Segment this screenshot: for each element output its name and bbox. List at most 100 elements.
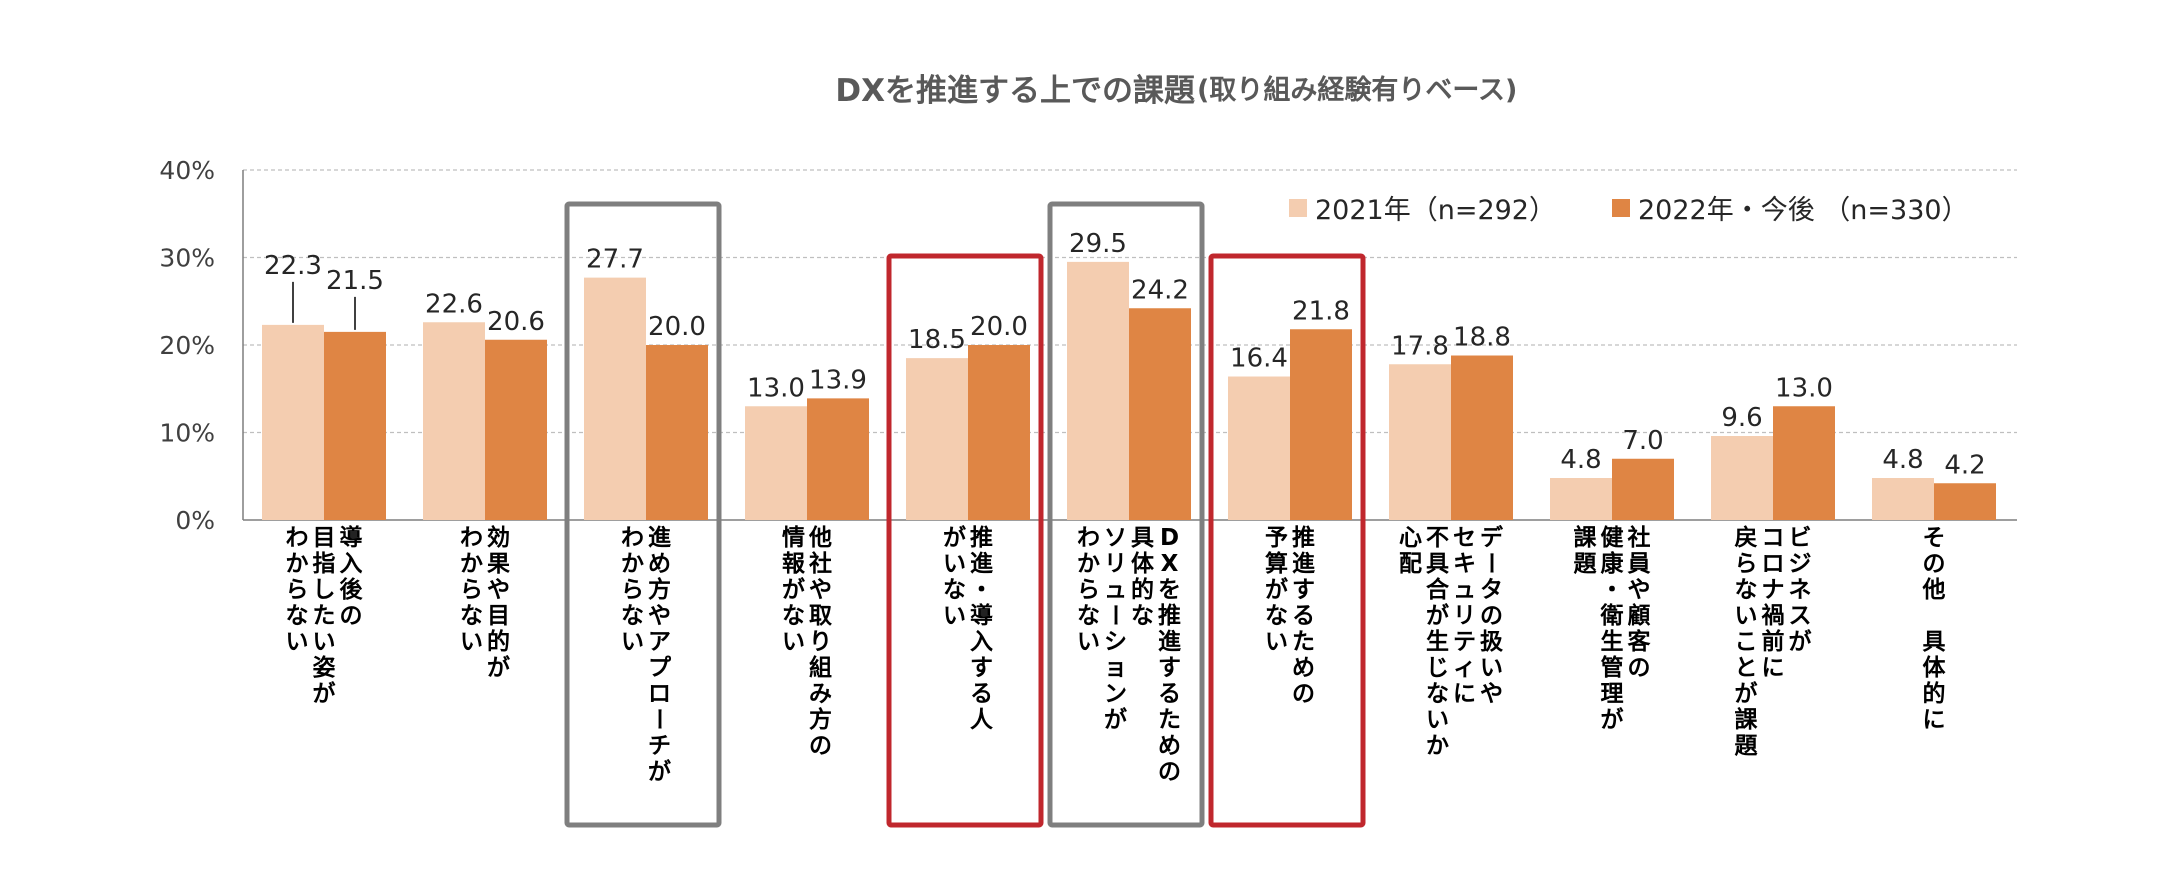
highlight-box [564,201,722,828]
category-char: 衛 [1600,602,1624,629]
bars [262,261,1996,520]
bar [1129,308,1191,520]
category-char: な [621,603,644,629]
category-char: い [621,629,644,655]
chart-title: DXを推進する上での課題 [835,73,1195,109]
category-char: D [1160,525,1179,551]
category-char: 社 [1628,524,1651,551]
category-char: 目 [313,525,336,551]
chart-subtitle: (取り組み経験有りベース) [1197,74,1517,106]
category-char: 体 [1131,551,1155,577]
category-char: す [1158,655,1181,681]
category-char: シ [1104,629,1127,655]
category-char: デ [1480,524,1504,551]
category-char: に [1453,681,1476,707]
category-char: る [970,681,993,707]
category-char: こ [1735,629,1758,655]
category-char: 入 [970,629,993,655]
category-char: か [1426,733,1449,759]
category-char: が [648,758,671,785]
category-char: 進 [1158,629,1181,655]
category-char: な [460,603,483,629]
bar [1934,483,1996,520]
category-char: い [1265,629,1288,655]
category-char: 管 [1601,654,1624,681]
category-char: 的 [1923,680,1946,707]
category-char: み [809,681,832,707]
category-char: 後 [340,576,364,603]
category-char: り [809,629,832,655]
category-char: ュ [1104,577,1127,603]
category-char: か [621,551,644,577]
category-char: い [460,629,483,655]
category-char: が [1735,680,1758,707]
category-char: ー [1478,552,1504,575]
category-char: 取 [809,603,832,629]
category-char: が [782,576,805,603]
category-char: が [1104,706,1127,733]
category-char: い [1077,629,1100,655]
category-char: の [1292,681,1315,707]
category-char: が [1789,628,1812,655]
category-char: ソ [1104,525,1127,551]
bar [807,398,869,520]
category-char: 具 [1131,525,1154,551]
data-label: 7.0 [1622,426,1663,456]
category-char: な [1265,603,1288,629]
category-char: の [1480,603,1503,629]
category-char: 方 [809,706,832,733]
category-char: い [1735,603,1758,629]
data-label: 22.3 [264,251,322,281]
data-label: 4.8 [1560,445,1601,475]
category-char: い [286,629,309,655]
category-char: が [313,680,336,707]
highlight-box [1208,253,1366,828]
legend-label-2021: 2021年（n=292） [1315,195,1556,226]
bar [1550,478,1612,520]
category-char: リ [1104,551,1127,577]
bar [262,324,324,520]
category-char: が [1426,602,1449,629]
bar [1773,406,1835,520]
bar [906,358,968,520]
category-char: 算 [1265,550,1288,577]
category-char: 推 [1292,525,1315,551]
category-char: 効 [487,524,510,551]
category-char: 題 [1574,551,1598,577]
category-char: を [1158,577,1181,603]
data-label: 21.5 [326,266,384,296]
category-char: 健 [1601,525,1624,551]
category-char: 心 [1399,525,1422,551]
y-tick-label: 40% [159,156,215,185]
bar [1872,478,1934,520]
category-char: 社 [809,550,832,577]
legend-label-2022: 2022年・今後 （n=330） [1638,195,1969,226]
category-char: 果 [487,551,510,577]
category-char: チ [648,733,671,759]
category-char: の [1628,655,1651,681]
category-char: ロ [1762,551,1785,577]
data-label: 27.7 [586,245,644,275]
category-char: ら [621,577,644,603]
category-char: 課 [1735,706,1759,733]
category-char: プ [648,655,672,681]
category-char: 導 [340,524,363,551]
bar [1389,364,1451,520]
category-char: 生 [1426,629,1449,655]
category-labels: 導入後の目指したい姿がわからない効果や目的がわからない進め方やアプローチがわから… [286,524,1947,785]
data-label: 4.8 [1882,445,1923,475]
category-char: と [1735,655,1758,681]
category-char: 予 [1265,525,1288,551]
bar [324,331,386,520]
data-label: 20.0 [970,312,1028,342]
category-char: ー [1102,604,1128,627]
category-char: 推 [970,525,993,551]
category-char: い [1480,655,1503,681]
category-char: い [943,551,966,577]
